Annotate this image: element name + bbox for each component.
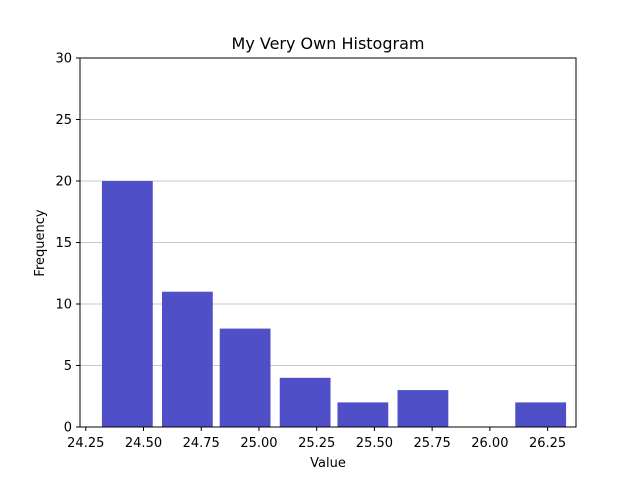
x-tick-label: 24.25 <box>67 436 104 451</box>
x-tick-label: 24.75 <box>183 436 220 451</box>
histogram-bar <box>219 328 271 427</box>
histogram-bar <box>279 377 331 427</box>
x-tick-label: 25.00 <box>240 436 277 451</box>
x-tick-label: 24.50 <box>125 436 162 451</box>
y-tick-label: 30 <box>55 52 72 67</box>
y-tick-label: 25 <box>55 113 72 128</box>
y-tick-label: 0 <box>64 421 72 436</box>
x-tick-label: 26.25 <box>529 436 566 451</box>
histogram-bar <box>337 402 389 427</box>
y-tick-label: 10 <box>55 298 72 313</box>
histogram-bar <box>515 402 567 427</box>
histogram-bar <box>101 181 153 427</box>
y-axis-label: Frequency <box>33 209 48 276</box>
x-axis-label: Value <box>310 456 346 471</box>
chart-title: My Very Own Histogram <box>232 34 425 53</box>
y-tick-label: 15 <box>55 236 72 251</box>
y-tick-label: 20 <box>55 175 72 190</box>
histogram-bar <box>161 291 213 427</box>
x-tick-label: 26.00 <box>471 436 508 451</box>
y-tick-label: 5 <box>64 359 72 374</box>
x-tick-label: 25.50 <box>356 436 393 451</box>
histogram-bar <box>397 390 449 427</box>
x-tick-label: 25.75 <box>414 436 451 451</box>
x-tick-label: 25.25 <box>298 436 335 451</box>
